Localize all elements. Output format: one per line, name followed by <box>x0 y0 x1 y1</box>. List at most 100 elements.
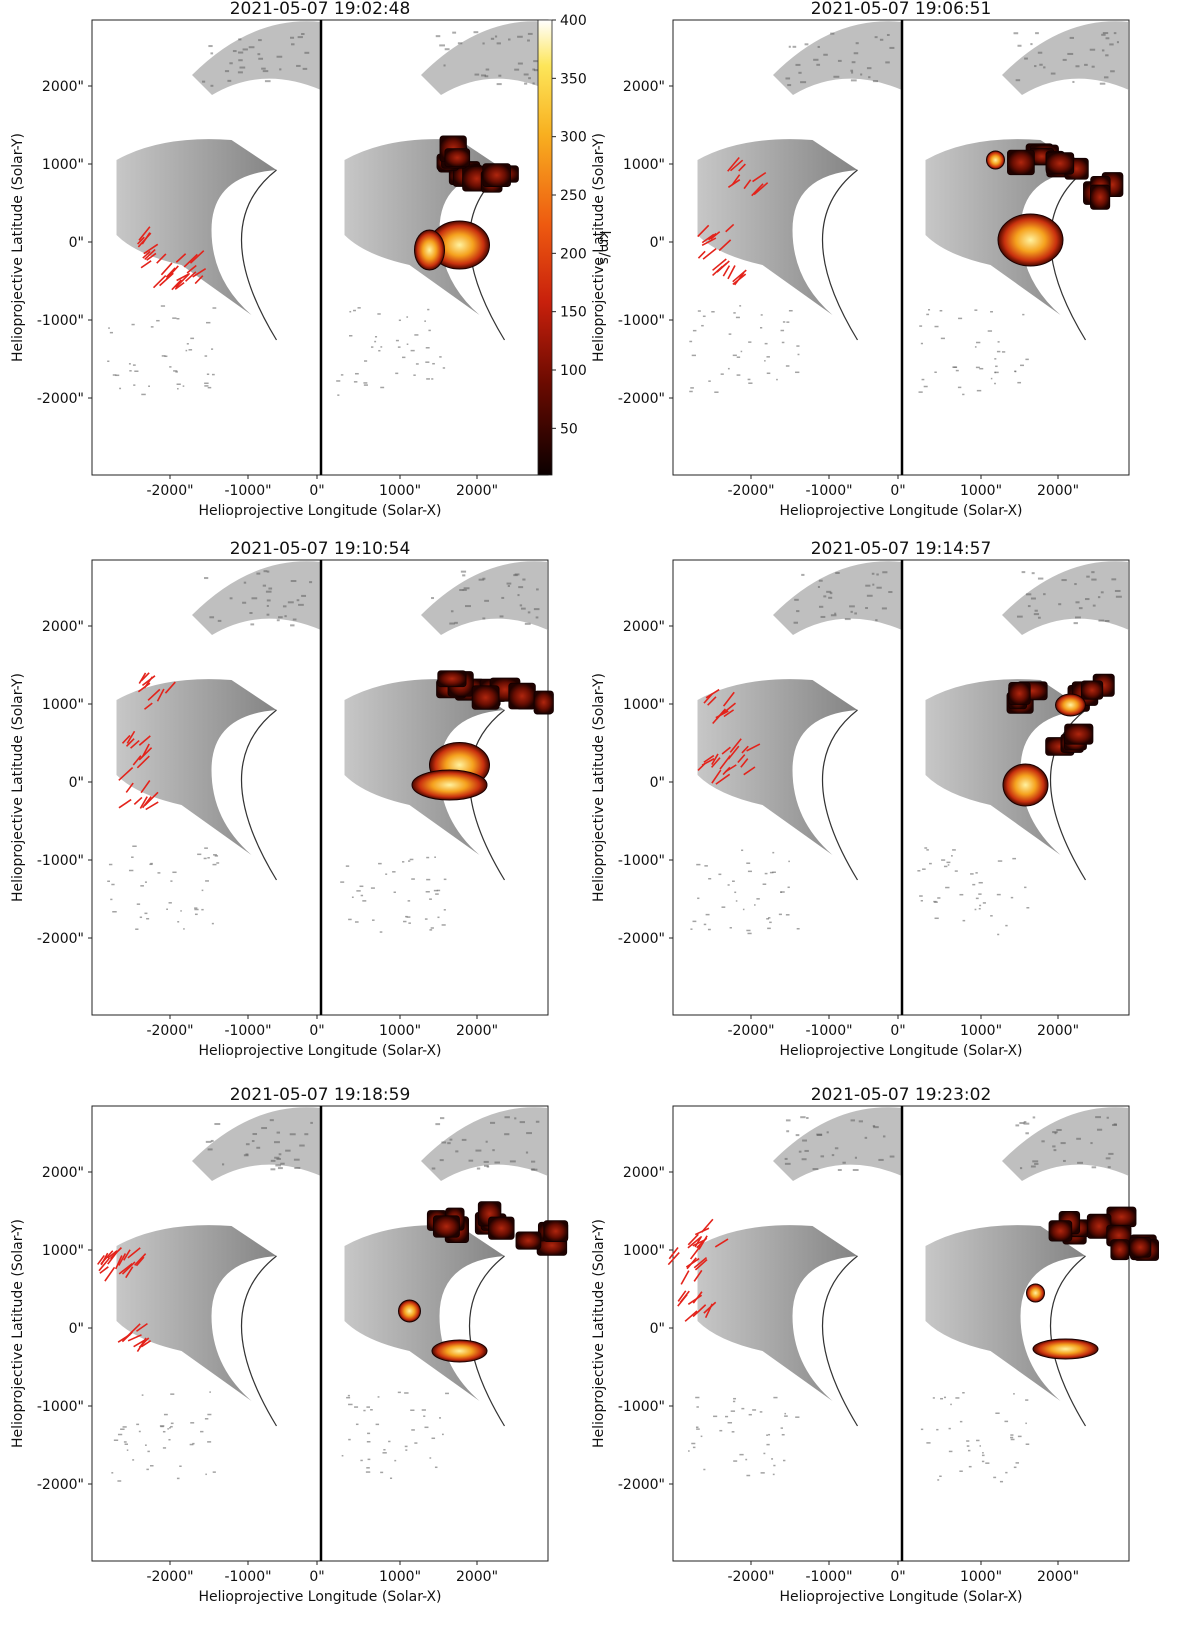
noise-speck <box>994 358 997 360</box>
noise-speck <box>1026 907 1030 909</box>
noise-speck <box>514 68 520 71</box>
noise-speck <box>478 578 485 581</box>
noise-speck <box>408 922 411 924</box>
noise-speck <box>424 320 426 322</box>
noise-speck <box>441 1141 447 1144</box>
noise-speck <box>501 596 505 599</box>
velocity-vector <box>732 269 747 283</box>
noise-speck <box>356 890 361 892</box>
velocity-vector <box>98 1257 111 1272</box>
noise-speck <box>739 305 742 307</box>
noise-speck <box>248 46 255 49</box>
velocity-vector <box>144 248 156 260</box>
noise-speck <box>764 872 768 875</box>
velocity-vector <box>711 753 719 765</box>
noise-speck <box>378 862 382 865</box>
noise-speck <box>766 918 769 920</box>
noise-speck <box>1104 620 1110 623</box>
speed-hotspot <box>411 769 488 801</box>
noise-speck <box>1020 364 1024 367</box>
noise-speck <box>967 1449 971 1452</box>
noise-speck <box>1037 51 1043 54</box>
velocity-vector <box>746 743 761 752</box>
noise-speck <box>431 378 434 380</box>
colorbar-tick-label: 300 <box>560 130 587 146</box>
noise-speck <box>1075 601 1080 604</box>
noise-speck <box>937 897 941 899</box>
velocity-vector <box>753 182 769 196</box>
noise-speck <box>533 60 538 63</box>
noise-speck <box>258 39 262 42</box>
noise-speck <box>1010 1434 1014 1436</box>
noise-speck <box>804 43 809 46</box>
x-tick-label: -2000" <box>146 483 193 499</box>
noise-speck <box>994 371 999 374</box>
noise-speck <box>243 581 247 584</box>
speed-map <box>918 21 1129 396</box>
noise-speck <box>377 313 381 315</box>
noise-speck <box>298 603 304 606</box>
noise-speck <box>294 1166 301 1169</box>
noise-speck <box>170 880 173 882</box>
noise-speck <box>362 900 367 902</box>
noise-speck <box>1053 1149 1057 1152</box>
noise-speck <box>517 62 523 65</box>
noise-speck <box>1025 1443 1030 1445</box>
velocity-vector <box>121 1261 136 1275</box>
noise-speck <box>403 920 407 923</box>
velocity-vector <box>677 1290 687 1302</box>
noise-speck <box>780 329 785 332</box>
noise-speck <box>1031 572 1035 575</box>
noise-speck <box>793 621 798 624</box>
noise-speck <box>432 362 435 365</box>
noise-speck <box>489 1121 496 1124</box>
noise-speck <box>454 621 458 624</box>
noise-speck <box>926 849 929 851</box>
velocity-vector <box>159 272 174 287</box>
noise-speck <box>997 933 1000 936</box>
noise-speck <box>411 878 415 880</box>
velocity-vector <box>139 796 148 809</box>
speed-tile <box>1045 152 1075 175</box>
velocity-vector <box>702 247 717 260</box>
x-tick-label: -2000" <box>146 1023 193 1039</box>
noise-speck <box>974 908 977 911</box>
speed-tile <box>432 1215 460 1238</box>
noise-speck <box>483 1164 489 1167</box>
noise-speck <box>353 309 356 312</box>
colorbar-label: km/s <box>596 231 612 265</box>
noise-speck <box>134 370 139 372</box>
colorbar-tick-label: 100 <box>560 363 587 379</box>
noise-speck <box>190 337 195 340</box>
noise-speck <box>206 373 210 376</box>
noise-speck <box>696 1428 700 1430</box>
noise-speck <box>160 1425 164 1428</box>
noise-speck <box>207 857 210 859</box>
y-tick-label: -1000" <box>37 313 84 329</box>
noise-speck <box>482 617 486 620</box>
velocity-vector <box>740 758 749 768</box>
speed-map <box>920 1107 1159 1483</box>
noise-speck <box>882 1135 886 1138</box>
noise-speck <box>389 1477 393 1480</box>
noise-speck <box>979 1445 981 1447</box>
noise-speck <box>701 324 704 327</box>
noise-speck <box>336 380 341 382</box>
noise-speck <box>939 1475 942 1478</box>
noise-speck <box>262 70 269 73</box>
noise-speck <box>853 52 859 55</box>
noise-speck <box>229 597 233 600</box>
noise-speck <box>788 860 790 863</box>
velocity-vector <box>114 1255 123 1270</box>
noise-speck <box>164 355 168 358</box>
wave-region <box>344 679 505 855</box>
noise-speck <box>398 319 401 322</box>
noise-speck <box>347 1394 350 1397</box>
speed-tile <box>444 148 471 168</box>
noise-speck <box>1089 48 1096 51</box>
noise-speck <box>108 863 113 866</box>
noise-speck <box>107 880 110 883</box>
noise-speck <box>340 374 344 376</box>
noise-speck <box>474 73 480 76</box>
velocity-vector <box>712 265 724 277</box>
